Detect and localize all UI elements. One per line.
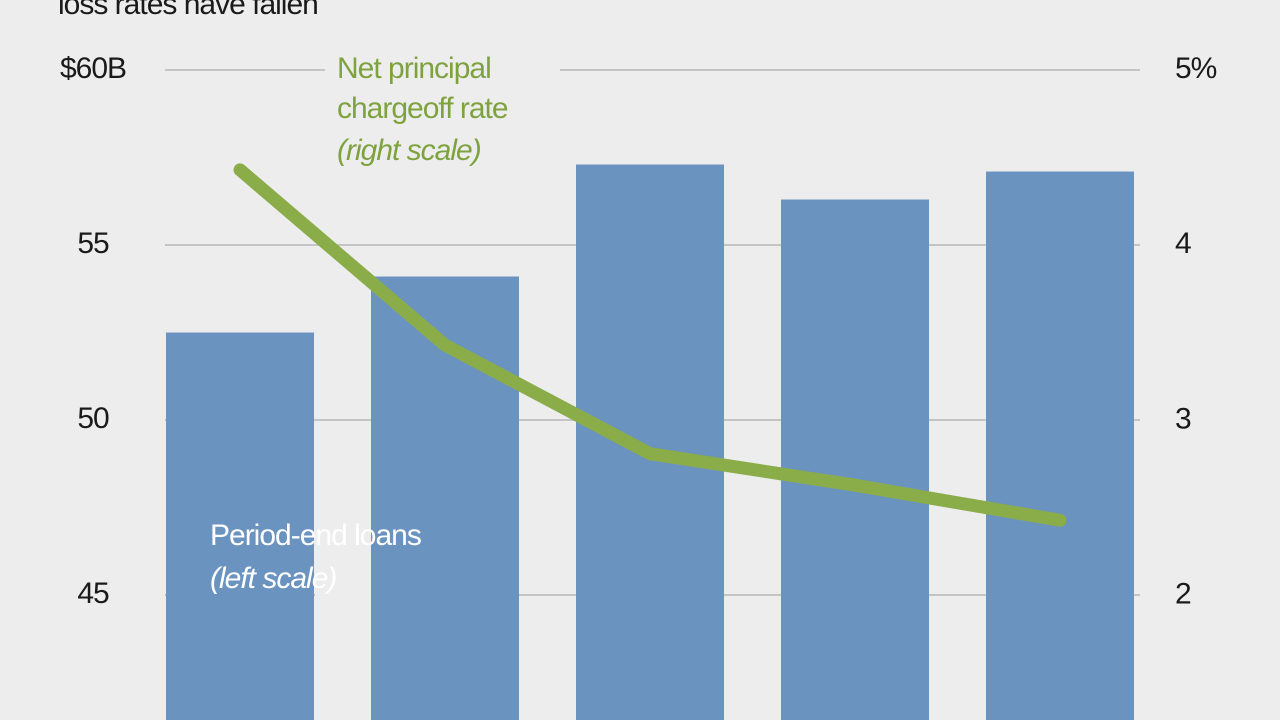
y-tick-label: 50: [77, 402, 109, 435]
annotation: Net principal chargeoff rate: [337, 52, 508, 125]
annotation: (right scale): [337, 134, 481, 167]
annotation-background: [315, 498, 371, 620]
bar: [986, 171, 1134, 720]
bar: [166, 332, 314, 720]
y-tick-label: 45: [77, 577, 109, 610]
y2-tick-label: 5%: [1175, 52, 1217, 85]
y-tick-label: $60B: [60, 52, 126, 85]
annotation: Period-end loans: [210, 519, 421, 552]
annotation-background: [325, 50, 560, 90]
y2-tick-label: 3: [1175, 402, 1191, 435]
chart-title: loss rates have fallen: [58, 0, 318, 21]
annotation: (left scale): [210, 562, 336, 595]
y-tick-label: 55: [77, 227, 109, 260]
bar: [576, 164, 724, 720]
bar: [781, 199, 929, 720]
y2-tick-label: 4: [1175, 227, 1191, 260]
line: [233, 163, 1067, 527]
y2-tick-label: 2: [1175, 578, 1191, 611]
